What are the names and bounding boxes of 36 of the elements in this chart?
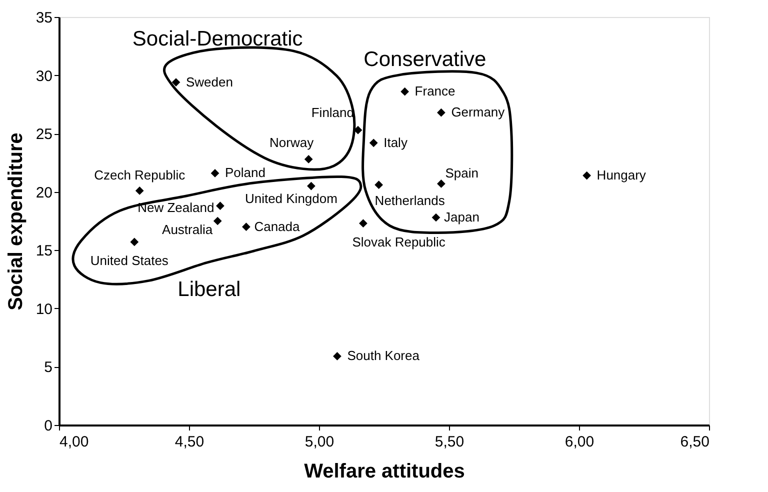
annotation: Canada bbox=[254, 218, 301, 234]
y-tick-label: 25 bbox=[36, 126, 52, 144]
annotation: France bbox=[414, 84, 456, 99]
annotation: Netherlands bbox=[374, 192, 446, 208]
y-tick-label: 10 bbox=[36, 300, 52, 318]
y-tick-label: 30 bbox=[36, 68, 52, 85]
annotation: Germany bbox=[451, 104, 506, 120]
y-tick-label: 20 bbox=[36, 184, 52, 202]
x-tick-label: 4,00 bbox=[60, 434, 89, 450]
annotation: Japan bbox=[444, 210, 480, 225]
annotation: Slovak Republic bbox=[352, 234, 446, 250]
annotation: Norway bbox=[270, 135, 314, 150]
annotation: Spain bbox=[445, 166, 478, 181]
annotation: Social-Democratic bbox=[132, 27, 303, 50]
x-tick-label: 6,50 bbox=[680, 434, 710, 450]
y-tick-label: 15 bbox=[36, 242, 52, 260]
x-axis-title: Welfare attitudes bbox=[304, 460, 465, 482]
y-axis-title: Social expenditure bbox=[4, 132, 27, 310]
x-tick-label: 4,50 bbox=[174, 434, 204, 450]
annotation: Hungary bbox=[596, 168, 646, 183]
y-tick-label: 0 bbox=[44, 418, 52, 434]
annotation: South Korea bbox=[347, 348, 420, 364]
x-tick-label: 5,00 bbox=[304, 434, 334, 450]
x-tick-label: 6,00 bbox=[564, 434, 594, 450]
annotation: Czech Republic bbox=[94, 168, 186, 183]
annotation: Sweden bbox=[186, 74, 233, 90]
x-tick-label: 5,50 bbox=[434, 434, 464, 450]
annotation: United States bbox=[90, 252, 169, 268]
annotation: Poland bbox=[225, 165, 266, 180]
annotation: United Kingdom bbox=[244, 191, 338, 206]
annotation: Australia bbox=[162, 222, 214, 237]
y-tick-label: 35 bbox=[36, 10, 52, 26]
annotation: Italy bbox=[384, 134, 408, 150]
annotation: Conservative bbox=[364, 48, 486, 71]
annotation: Liberal bbox=[178, 278, 241, 301]
y-tick-label: 5 bbox=[44, 359, 52, 376]
